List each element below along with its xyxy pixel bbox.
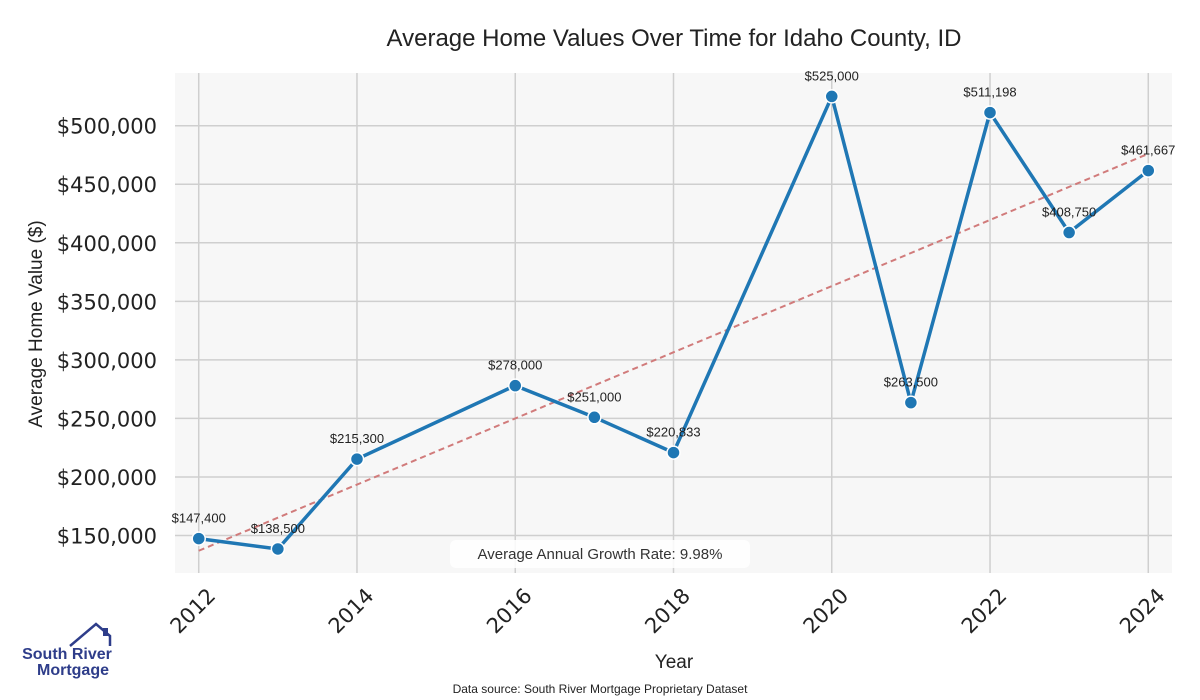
y-tick-label: $400,000 — [57, 232, 157, 256]
data-label: $251,000 — [567, 389, 621, 404]
y-tick-label: $450,000 — [57, 173, 157, 197]
y-tick-label: $150,000 — [57, 525, 157, 549]
y-tick-label: $300,000 — [57, 349, 157, 373]
y-axis-ticks: $150,000 $200,000 $250,000 $300,000 $350,000… — [57, 115, 157, 549]
data-point — [982, 105, 998, 120]
x-tick-label: 2016 — [482, 584, 537, 639]
data-labels: $147,400 $138,500 $215,300 $278,000 $251,000… — [172, 68, 1176, 536]
house-chimney-icon — [103, 628, 108, 636]
data-label: $408,750 — [1042, 205, 1096, 220]
x-tick-label: 2014 — [324, 584, 379, 639]
data-point — [903, 395, 919, 410]
y-tick-label: $350,000 — [57, 290, 157, 314]
y-tick-label: $250,000 — [57, 407, 157, 431]
data-label: $263,500 — [884, 375, 938, 390]
x-tick-label: 2018 — [640, 584, 695, 639]
data-point — [1141, 163, 1156, 178]
data-point — [587, 410, 602, 425]
chart-title: Average Home Values Over Time for Idaho … — [387, 25, 962, 52]
logo-line-1: South River — [22, 646, 112, 663]
trend-line — [198, 152, 1149, 552]
data-point — [1061, 225, 1077, 240]
data-points — [191, 89, 1156, 557]
data-source-note: Data source: South River Mortgage Propri… — [453, 682, 748, 696]
x-axis-ticks: 2012 2014 2016 2018 2020 2022 2024 — [166, 584, 1170, 639]
data-point — [824, 89, 840, 104]
logo-line-2: Mortgage — [37, 662, 109, 679]
data-label: $220,833 — [646, 425, 700, 440]
x-tick-label: 2022 — [957, 584, 1012, 639]
data-label: $511,198 — [963, 85, 1016, 100]
y-tick-label: $200,000 — [57, 466, 157, 490]
data-point — [349, 451, 365, 467]
growth-annotation-box — [450, 540, 750, 568]
x-tick-label: 2020 — [799, 584, 854, 639]
data-label: $525,000 — [805, 68, 859, 83]
y-axis-label: Average Home Value ($) — [26, 220, 47, 427]
x-tick-label: 2024 — [1115, 584, 1170, 639]
x-tick-label: 2012 — [166, 584, 221, 639]
data-point — [270, 541, 286, 557]
x-axis-label: Year — [655, 652, 694, 673]
data-label: $147,400 — [172, 511, 226, 526]
grid — [175, 73, 1172, 573]
growth-annotation: Average Annual Growth Rate: 9.98% — [450, 540, 750, 568]
y-tick-label: $500,000 — [57, 115, 157, 139]
data-point — [191, 531, 206, 546]
data-point — [666, 445, 681, 460]
data-point — [507, 378, 523, 393]
data-label: $138,500 — [251, 521, 305, 536]
data-label: $461,667 — [1121, 143, 1175, 158]
data-label: $215,300 — [330, 431, 384, 446]
south-river-logo: South River Mortgage — [22, 622, 112, 679]
data-label: $278,000 — [488, 358, 542, 373]
growth-annotation-text: Average Annual Growth Rate: 9.98% — [478, 546, 723, 563]
